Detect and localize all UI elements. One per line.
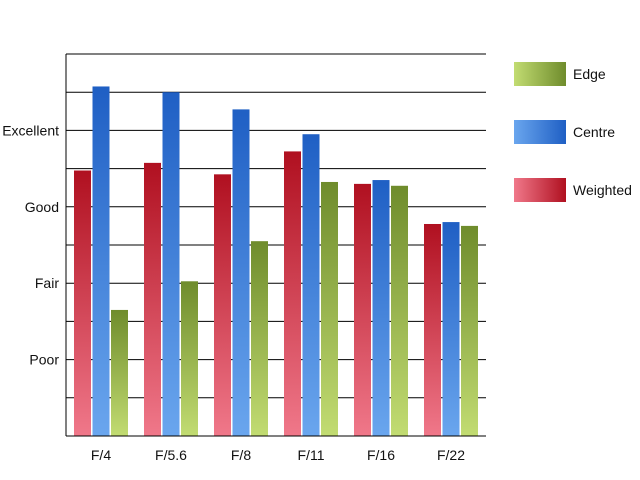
bar-weighted-f-8 bbox=[214, 174, 231, 436]
bar-edge-f-16 bbox=[391, 185, 408, 436]
legend-swatch-edge bbox=[514, 62, 566, 86]
bar-centre-f-11 bbox=[302, 134, 320, 436]
legend-label-centre: Centre bbox=[573, 124, 615, 140]
bar-edge-f-4 bbox=[111, 309, 128, 436]
bar-edge-f-11 bbox=[321, 181, 338, 436]
bars bbox=[74, 86, 478, 436]
bar-centre-f-8 bbox=[232, 109, 250, 436]
y-tick-labels: Poor Fair Good Excellent bbox=[2, 122, 59, 367]
x-tick-label: F/4 bbox=[91, 447, 111, 463]
axes bbox=[65, 54, 486, 437]
bar-centre-f-22 bbox=[442, 222, 460, 436]
x-tick-label: F/22 bbox=[437, 447, 465, 463]
bar-centre-f-4 bbox=[92, 86, 110, 436]
bar-edge-f-5-6 bbox=[181, 281, 198, 436]
x-tick-label: F/16 bbox=[367, 447, 395, 463]
bar-weighted-f-16 bbox=[354, 183, 371, 436]
y-tick-label: Poor bbox=[29, 352, 59, 368]
bar-weighted-f-4 bbox=[74, 170, 91, 436]
x-tick-label: F/8 bbox=[231, 447, 251, 463]
y-tick-label: Excellent bbox=[2, 122, 59, 138]
legend: Edge Centre Weighted bbox=[514, 62, 632, 202]
x-tick-labels: F/4 F/5.6 F/8 F/11 F/16 F/22 bbox=[91, 447, 465, 463]
y-tick-label: Good bbox=[25, 199, 59, 215]
gridlines bbox=[66, 53, 486, 399]
legend-label-edge: Edge bbox=[573, 66, 606, 82]
bar-centre-f-16 bbox=[372, 180, 390, 436]
legend-swatch-centre bbox=[514, 120, 566, 144]
bar-weighted-f-22 bbox=[424, 223, 441, 436]
bar-centre-f-5-6 bbox=[162, 92, 180, 436]
bar-edge-f-22 bbox=[461, 225, 478, 436]
x-tick-label: F/11 bbox=[298, 447, 325, 463]
legend-label-weighted: Weighted bbox=[573, 182, 632, 198]
bar-weighted-f-11 bbox=[284, 151, 301, 436]
bar-weighted-f-5-6 bbox=[144, 162, 161, 436]
y-tick-label: Fair bbox=[35, 275, 59, 291]
x-tick-label: F/5.6 bbox=[155, 447, 187, 463]
legend-swatch-weighted bbox=[514, 178, 566, 202]
bar-edge-f-8 bbox=[251, 241, 268, 436]
